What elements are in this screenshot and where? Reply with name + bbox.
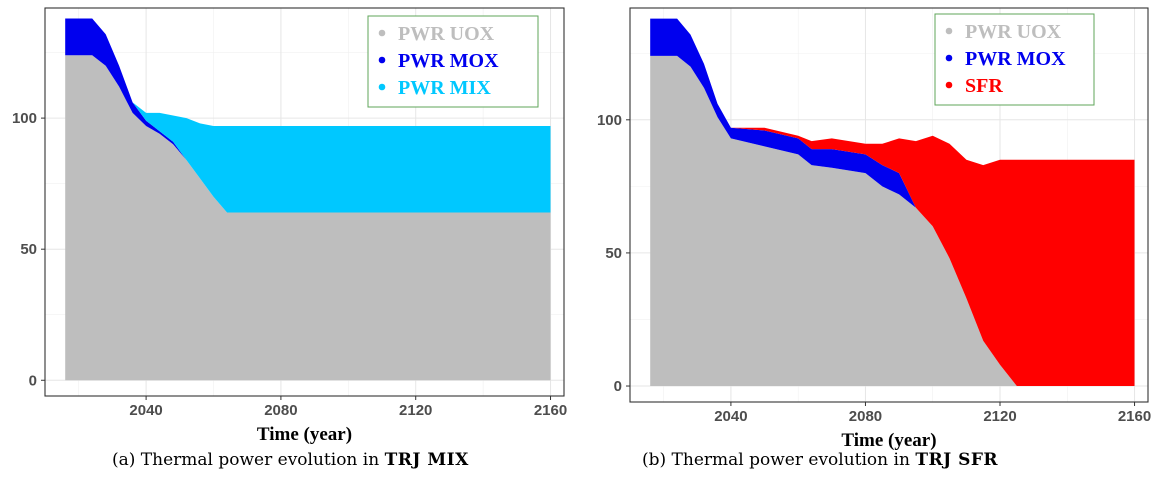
- y-tick-label: 50: [20, 241, 37, 258]
- panel-border: [629, 7, 1149, 403]
- chart-trj-mix: 2040 2080 2120 2160 0 50 100 Time (year) PWR UOX…: [12, 7, 567, 445]
- y-tick-label: 100: [12, 110, 37, 127]
- caption-trj-mix: (a) Thermal power evolution in TRJ MIX: [112, 450, 469, 470]
- legend-label: PWR MIX: [398, 77, 491, 99]
- area-pwr-mix: [65, 18, 551, 213]
- legend: PWR UOX PWR MOX PWR MIX: [367, 15, 539, 108]
- x-tick-label: 2160: [1118, 408, 1151, 425]
- panel-border: [44, 7, 565, 397]
- y-tick-label: 0: [614, 378, 622, 395]
- x-tick-label: 2120: [399, 402, 432, 419]
- y-tick-label: 50: [605, 245, 622, 262]
- legend-key: [378, 29, 386, 37]
- y-tick-label: 0: [29, 372, 37, 389]
- x-tick-label: 2080: [849, 408, 882, 425]
- legend-box: [367, 15, 539, 108]
- area-pwr-uox: [650, 55, 1135, 387]
- legend-key: [945, 81, 953, 89]
- caption-prefix: (b) Thermal power evolution in: [642, 450, 910, 470]
- x-tick-label: 2160: [534, 402, 567, 419]
- area-pwr-mox: [650, 18, 1135, 386]
- x-tick-label: 2080: [264, 402, 297, 419]
- area-sfr: [650, 18, 1135, 386]
- legend: PWR UOX PWR MOX SFR: [934, 13, 1095, 106]
- chart-trj-sfr: 2040 2080 2120 2160 0 50 100 Time (year) PWR UOX…: [597, 7, 1151, 451]
- x-tick-label: 2040: [129, 402, 162, 419]
- legend-label: PWR MOX: [398, 50, 499, 72]
- legend-key: [378, 83, 386, 91]
- x-axis-label: Time (year): [841, 430, 936, 451]
- legend-key: [378, 56, 386, 64]
- legend-label: PWR MOX: [965, 48, 1066, 70]
- legend-label: SFR: [965, 75, 1003, 97]
- legend-key: [945, 27, 953, 35]
- x-axis-label: Time (year): [257, 424, 352, 445]
- y-tick-label: 100: [597, 112, 622, 129]
- x-tick-label: 2120: [983, 408, 1016, 425]
- caption-bold: TRJ SFR: [915, 450, 999, 470]
- legend-key: [945, 54, 953, 62]
- caption-bold: TRJ MIX: [384, 450, 469, 470]
- legend-box: [934, 13, 1095, 106]
- area-pwr-uox: [65, 55, 551, 381]
- caption-prefix: (a) Thermal power evolution in: [112, 450, 380, 470]
- legend-label: PWR UOX: [965, 21, 1062, 43]
- x-tick-label: 2040: [714, 408, 747, 425]
- legend-label: PWR UOX: [398, 23, 495, 45]
- caption-trj-sfr: (b) Thermal power evolution in TRJ SFR: [642, 450, 998, 470]
